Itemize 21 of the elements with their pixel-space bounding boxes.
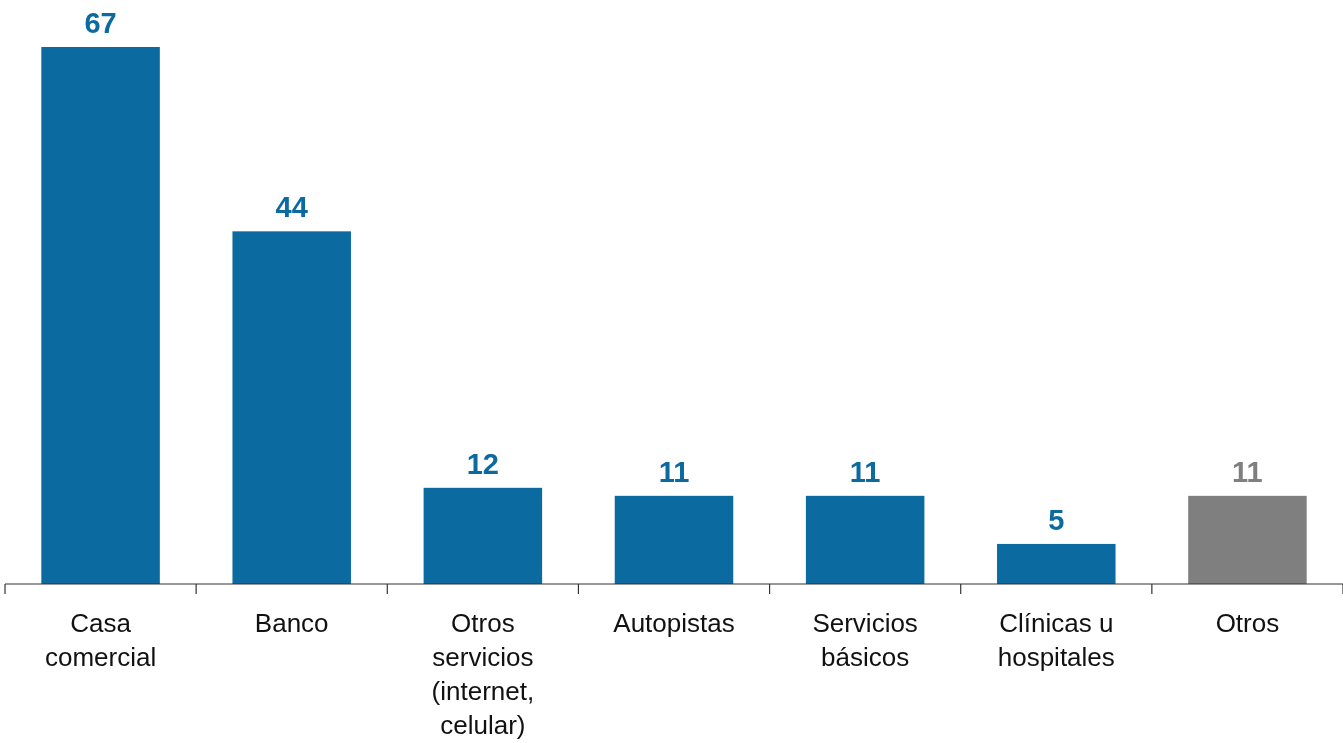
bar bbox=[805, 495, 925, 584]
data-label: 12 bbox=[466, 447, 499, 480]
data-label: 67 bbox=[84, 7, 117, 39]
bar bbox=[41, 47, 160, 584]
bar bbox=[232, 231, 351, 584]
data-label: 11 bbox=[1232, 455, 1263, 488]
bar bbox=[1188, 495, 1307, 584]
x-tick-label: Banco bbox=[254, 608, 329, 638]
bar bbox=[997, 543, 1116, 584]
data-label: 11 bbox=[658, 455, 690, 488]
data-label: 5 bbox=[1048, 503, 1065, 536]
x-tick-label: Clínicas u hospitales bbox=[997, 608, 1115, 672]
x-tick-label: Otros servicios (internet, celular) bbox=[431, 608, 535, 740]
x-tick-label: Otros bbox=[1215, 608, 1280, 638]
x-tick-label: Casa comercial bbox=[44, 608, 157, 672]
bar bbox=[423, 487, 543, 584]
x-tick-label: Autopistas bbox=[613, 608, 735, 638]
x-tick-label: Servicios básicos bbox=[812, 608, 918, 672]
bar bbox=[614, 495, 734, 584]
data-label: 44 bbox=[275, 191, 308, 224]
data-label: 11 bbox=[849, 455, 881, 488]
